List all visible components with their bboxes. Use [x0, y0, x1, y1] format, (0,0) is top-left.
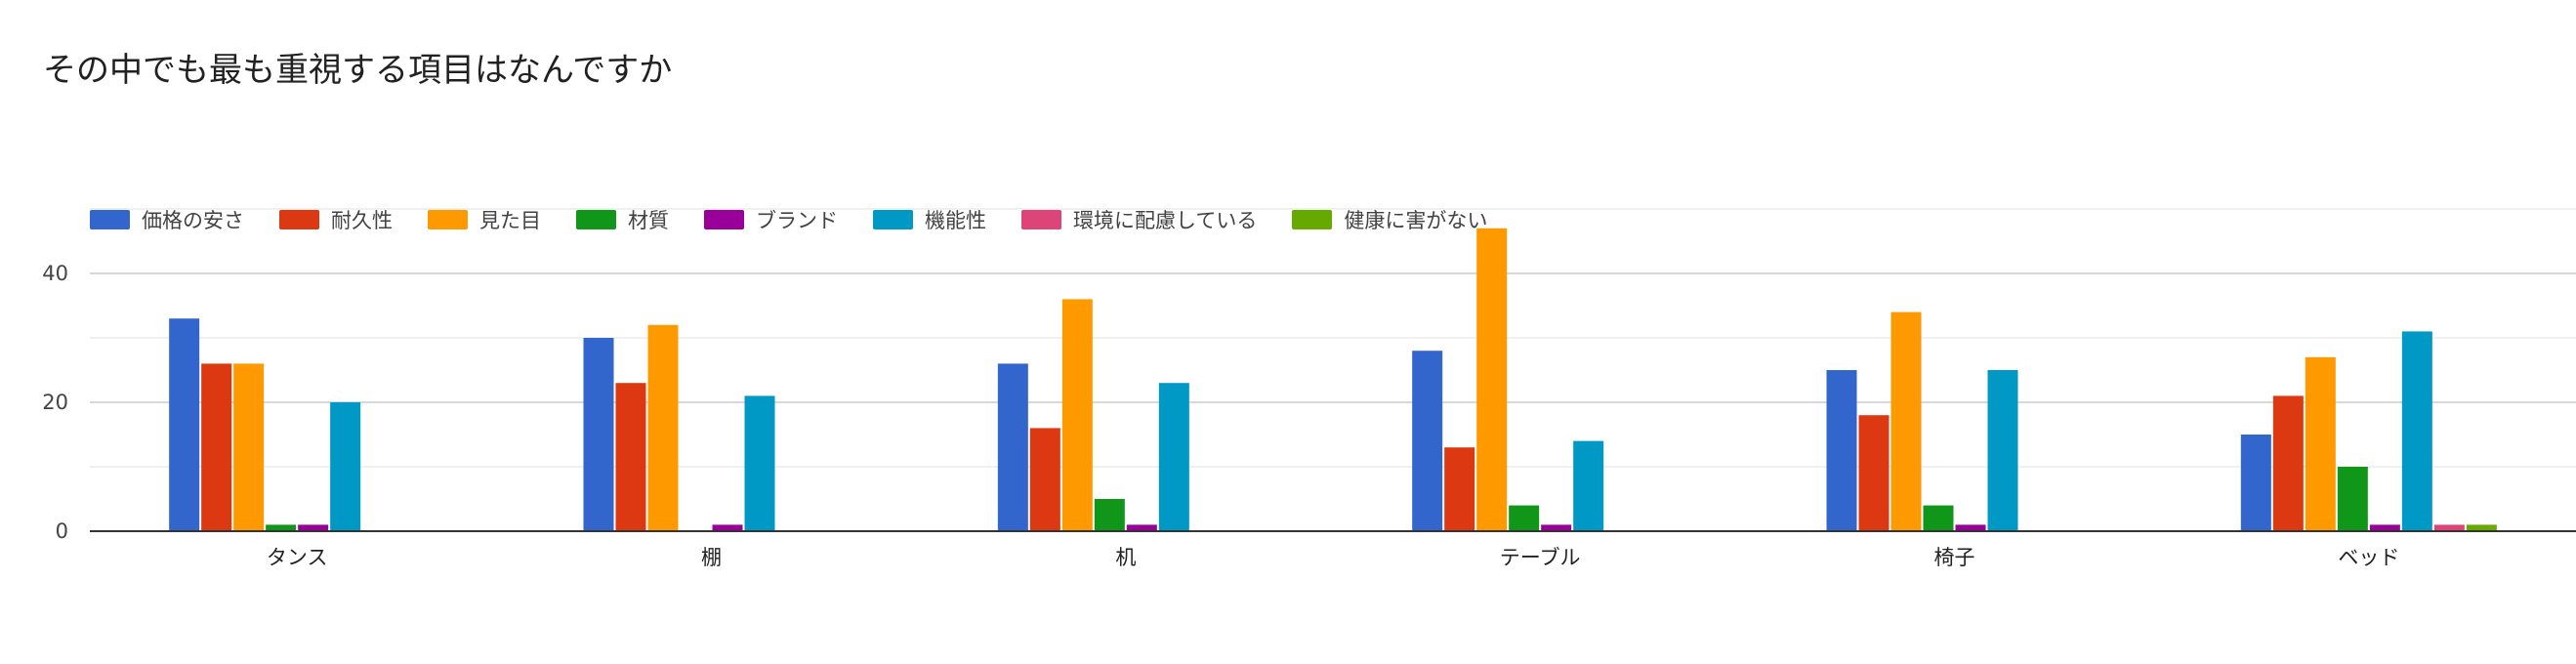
bar	[2433, 524, 2465, 531]
bar	[266, 524, 297, 531]
bar	[2401, 331, 2432, 531]
bar	[2337, 467, 2368, 531]
bar	[1955, 524, 1986, 531]
legend-item[interactable]: 機能性	[873, 205, 986, 234]
bar	[744, 395, 775, 531]
legend-swatch	[90, 210, 130, 229]
bar	[1541, 524, 1572, 531]
bar	[1444, 447, 1475, 531]
legend: 価格の安さ 耐久性 見た目 材質 ブランド 機能性 環境に配慮している 健康に害がない	[90, 205, 1522, 234]
bar	[2369, 524, 2400, 531]
bar	[712, 524, 743, 531]
bar	[1061, 299, 1093, 531]
chart-title: その中でも最も重視する項目はなんですか	[43, 51, 673, 90]
legend-swatch	[576, 210, 616, 229]
legend-item[interactable]: 材質	[576, 205, 669, 234]
x-tick-label: 椅子	[1934, 546, 1975, 569]
legend-label: 耐久性	[331, 209, 393, 232]
bar	[201, 363, 232, 531]
bar	[2305, 356, 2336, 531]
legend-label: 見た目	[479, 209, 541, 232]
legend-label: 材質	[628, 209, 669, 232]
bar	[1412, 351, 1443, 531]
bar	[615, 383, 646, 531]
bar	[647, 324, 679, 531]
y-tick-label: 40	[42, 262, 68, 285]
bar	[1094, 499, 1125, 531]
legend-label: ブランド	[756, 209, 838, 232]
x-tick-label: 机	[1115, 546, 1136, 569]
bar	[1573, 440, 1604, 531]
y-tick-label: 0	[56, 519, 68, 543]
x-tick-label: ベッド	[2338, 546, 2399, 569]
bar	[997, 363, 1028, 531]
legend-item[interactable]: 価格の安さ	[90, 205, 244, 234]
bar	[2466, 524, 2497, 531]
bar	[1890, 311, 1922, 531]
bar	[1476, 228, 1508, 532]
bar	[1158, 383, 1189, 531]
bar	[1987, 370, 2018, 531]
legend-item[interactable]: ブランド	[704, 205, 838, 234]
x-tick-label: 棚	[701, 546, 722, 569]
legend-label: 機能性	[925, 209, 986, 232]
legend-swatch	[428, 210, 468, 229]
legend-swatch	[279, 210, 319, 229]
legend-swatch	[704, 210, 744, 229]
bar	[233, 363, 265, 531]
legend-swatch	[873, 210, 913, 229]
legend-item[interactable]: 見た目	[428, 205, 541, 234]
bar	[1509, 505, 1540, 531]
y-tick-label: 20	[42, 391, 68, 414]
x-tick-label: テーブル	[1500, 546, 1581, 569]
legend-swatch	[1292, 210, 1333, 229]
legend-swatch	[1021, 210, 1061, 229]
legend-item[interactable]: 環境に配慮している	[1021, 205, 1257, 234]
bar	[2240, 435, 2271, 531]
bar	[1858, 415, 1890, 531]
legend-item[interactable]: 健康に害がない	[1292, 205, 1487, 234]
x-tick-label: タンス	[267, 546, 328, 569]
bar	[330, 402, 361, 531]
legend-label: 環境に配慮している	[1073, 209, 1258, 232]
bar	[298, 524, 329, 531]
bar	[1923, 505, 1954, 531]
legend-label: 価格の安さ	[142, 209, 244, 232]
bar	[1126, 524, 1157, 531]
legend-label: 健康に害がない	[1344, 209, 1488, 232]
legend-item[interactable]: 耐久性	[279, 205, 393, 234]
bar	[1029, 428, 1060, 531]
bar	[2272, 395, 2304, 531]
bar	[169, 318, 200, 531]
bar	[583, 338, 614, 531]
bar	[1826, 370, 1857, 531]
